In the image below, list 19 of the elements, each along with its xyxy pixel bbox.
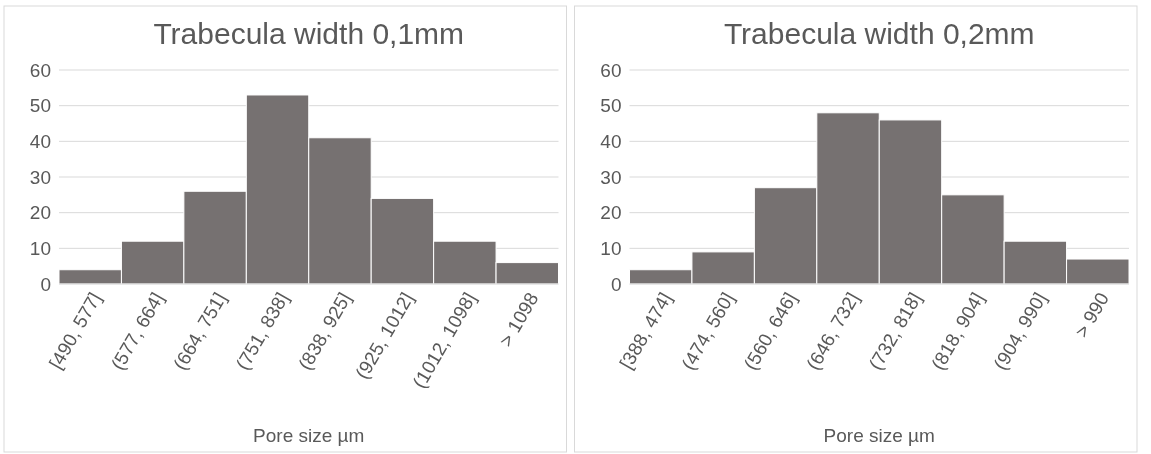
chart-title: Trabecula width 0,1mm: [153, 17, 465, 50]
y-tick-label: 30: [29, 166, 51, 188]
y-tick-label: 10: [600, 237, 622, 259]
x-tick-label: > 990: [1070, 288, 1113, 341]
y-tick-label: 20: [600, 202, 622, 224]
chart-title: Trabecula width 0,2mm: [723, 17, 1035, 50]
y-tick-label: 0: [610, 273, 622, 295]
y-tick-label: 60: [29, 59, 51, 81]
y-tick-label: 0: [40, 273, 51, 295]
x-axis-title: Pore size µm: [253, 425, 365, 446]
y-tick-label: 60: [600, 59, 622, 81]
y-tick-label: 50: [29, 95, 51, 117]
y-tick-label: 40: [600, 130, 622, 152]
y-tick-label: 50: [600, 95, 622, 117]
y-tick-label: 30: [600, 166, 622, 188]
x-axis-title: Pore size µm: [823, 425, 935, 446]
y-tick-label: 40: [29, 130, 51, 152]
y-tick-label: 20: [29, 202, 51, 224]
y-tick-label: 10: [29, 237, 51, 259]
